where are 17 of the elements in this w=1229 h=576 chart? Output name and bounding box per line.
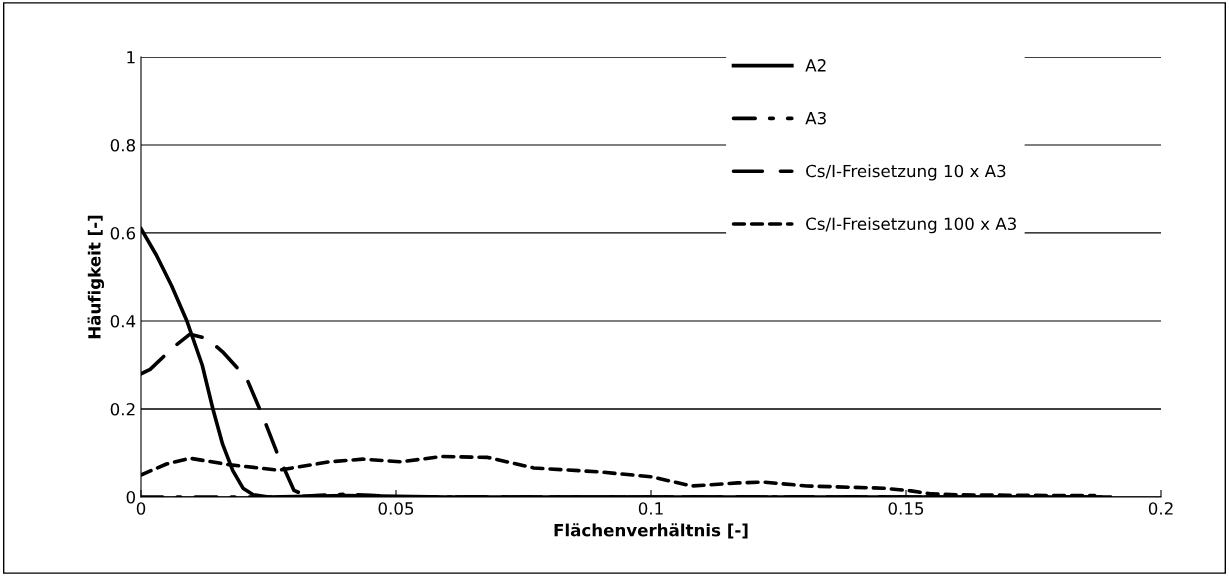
y-tick-label: 0.6 xyxy=(110,226,136,240)
y-tick-label: 0.8 xyxy=(110,138,135,152)
y-tick-label: 0 xyxy=(126,490,136,504)
x-tick-label: 0 xyxy=(136,502,146,515)
y-tick-label: 0.2 xyxy=(110,402,135,416)
y-tick-label: 1 xyxy=(127,51,135,64)
x-axis-title: Flächenverhältnis [-] xyxy=(554,523,748,539)
legend-label: A2 xyxy=(805,59,826,72)
legend-label: A3 xyxy=(805,111,826,125)
x-tick-label: 0.15 xyxy=(888,502,924,515)
legend-label: Cs/I-Freisetzung 10 x A3 xyxy=(806,164,1006,181)
x-tick-label: 0.1 xyxy=(638,502,663,515)
y-axis-title: Häufigkeit [-] xyxy=(87,215,105,339)
x-tick-label: 0.2 xyxy=(1148,502,1173,515)
x-tick-label: 0.05 xyxy=(378,502,414,515)
y-tick-label: 0.4 xyxy=(110,314,136,328)
legend-label: Cs/I-Freisetzung 100 x A3 xyxy=(806,217,1016,234)
